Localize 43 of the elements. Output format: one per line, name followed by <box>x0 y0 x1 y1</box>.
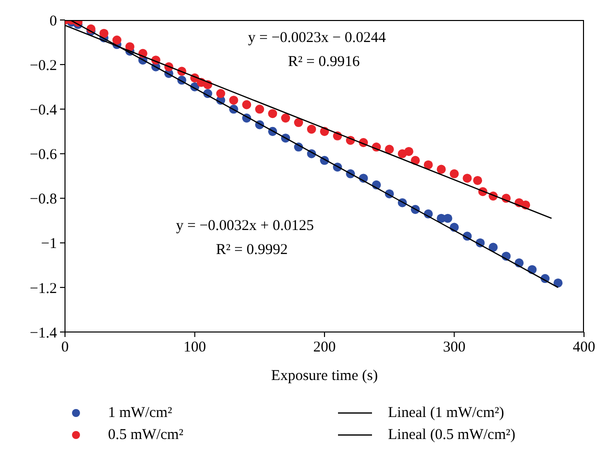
point <box>125 42 134 52</box>
point <box>216 89 226 98</box>
point <box>229 96 238 105</box>
point <box>112 36 122 45</box>
annotation: y = −0.0032x + 0.0125 <box>176 218 314 235</box>
y-tick-label: −1 <box>41 236 57 252</box>
annotation: R² = 0.9916 <box>288 54 360 71</box>
y-tick-label: 0 <box>50 13 57 30</box>
x-axis-title: Exposure time (s) <box>271 368 378 384</box>
point <box>255 104 264 114</box>
point <box>436 164 446 174</box>
x-tick-label: 100 <box>184 340 206 356</box>
point <box>473 176 482 185</box>
point <box>488 242 498 252</box>
point <box>384 144 394 154</box>
x-tick-label: 300 <box>443 340 466 356</box>
legend-label: Lineal (1 mW/cm²) <box>388 404 504 422</box>
point <box>281 114 290 123</box>
point <box>554 278 563 288</box>
y-tick-label: −0.4 <box>30 102 58 118</box>
x-tick-label: 400 <box>572 340 596 356</box>
annotation: y = −0.0023x − 0.0244 <box>248 30 386 47</box>
y-tick-label: −1.4 <box>30 325 58 342</box>
point <box>404 146 414 156</box>
y-tick-label: −0.6 <box>30 147 58 164</box>
point <box>99 28 108 38</box>
legend-label: Lineal (0.5 mW/cm²) <box>388 426 516 444</box>
point <box>462 174 472 183</box>
x-tick-label: 200 <box>313 340 336 356</box>
point <box>268 109 278 118</box>
y-tick-label: −0.2 <box>30 58 57 74</box>
point <box>294 118 304 128</box>
y-tick-label: −1.2 <box>30 280 57 297</box>
point <box>443 214 452 223</box>
point <box>424 160 433 170</box>
legend-label: 0.5 mW/cm² <box>108 426 184 444</box>
x-tick-label: 0 <box>61 340 69 356</box>
annotation: R² = 0.9992 <box>216 242 288 259</box>
y-tick-label: −0.8 <box>30 192 57 208</box>
point <box>242 100 252 110</box>
point <box>307 124 316 134</box>
legend-label: 1 mW/cm² <box>108 404 172 422</box>
point <box>450 169 459 178</box>
